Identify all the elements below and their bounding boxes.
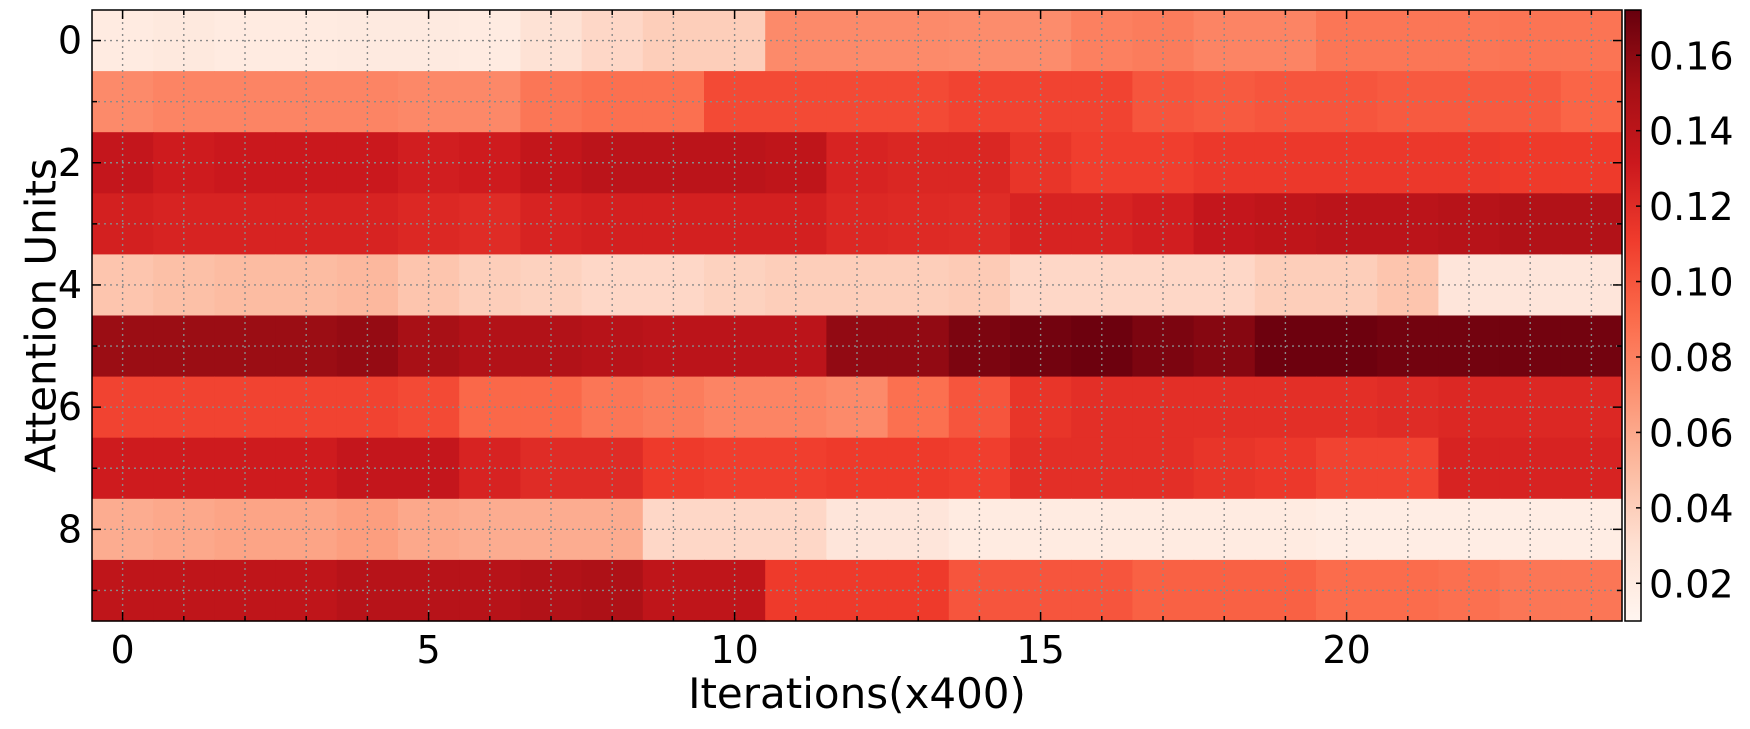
colorbar: [1624, 9, 1642, 622]
colorbar-tick-label: 0.14: [1649, 110, 1734, 154]
heatmap-cell: [642, 437, 705, 500]
y-axis-label: Attention Units: [17, 158, 66, 473]
heatmap-cell: [1071, 437, 1133, 500]
x-axis-ticks: 0 5 10 15 20: [111, 10, 1593, 672]
x-tick-label: 15: [1016, 628, 1064, 672]
x-tick-label: 10: [710, 628, 758, 672]
colorbar-tick-label: 0.02: [1649, 562, 1734, 606]
colorbar-tick-label: 0.10: [1649, 261, 1734, 305]
heatmap-cell: [459, 437, 521, 500]
y-tick-label: 8: [58, 507, 82, 551]
heatmap-cell: [1377, 437, 1439, 500]
heatmap-cell: [153, 437, 215, 500]
colorbar-ticks: 0.02 0.04 0.06 0.08 0.10 0.12 0.14 0.16: [1636, 34, 1734, 606]
y-tick-label: 2: [58, 141, 82, 185]
heatmap-cell: [1560, 437, 1623, 500]
x-tick-label: 0: [111, 628, 135, 672]
x-tick-label: 20: [1322, 628, 1370, 672]
y-tick-label: 4: [58, 263, 82, 307]
heatmap-cell: [336, 437, 399, 500]
heatmap-cell: [765, 437, 827, 500]
heatmap-cell: [948, 437, 1011, 500]
heatmap-cell: [1254, 437, 1317, 500]
x-axis-label: Iterations(x400): [688, 669, 1026, 718]
colorbar-tick-label: 0.04: [1649, 487, 1734, 531]
colorbar-tick-label: 0.16: [1649, 34, 1734, 78]
colorbar-tick-label: 0.12: [1649, 185, 1734, 229]
colorbar-tick-label: 0.08: [1649, 336, 1734, 380]
y-tick-label: 0: [58, 19, 82, 63]
y-tick-label: 6: [58, 385, 82, 429]
x-tick-label: 5: [417, 628, 441, 672]
y-axis-ticks: 0 2 4 6 8: [58, 19, 1622, 592]
colorbar-tick-label: 0.06: [1649, 411, 1734, 455]
